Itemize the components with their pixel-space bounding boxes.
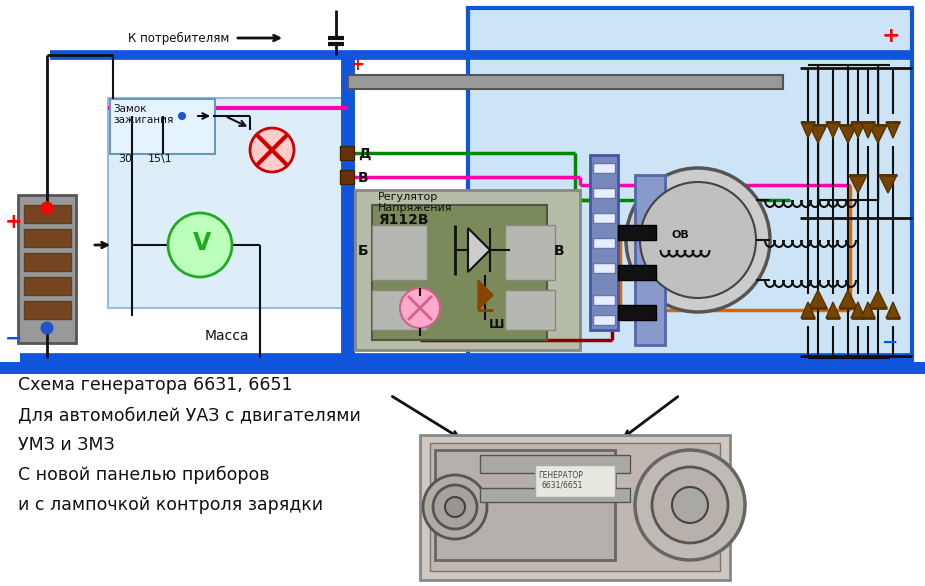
Polygon shape	[839, 290, 857, 308]
Bar	[372, 290, 427, 330]
Circle shape	[42, 322, 53, 333]
Text: +: +	[350, 56, 364, 74]
Bar	[593, 163, 615, 173]
Polygon shape	[468, 228, 490, 272]
Bar	[593, 263, 615, 273]
Text: +: +	[5, 212, 22, 232]
Bar	[24, 229, 71, 247]
Bar	[435, 450, 615, 560]
Polygon shape	[826, 122, 840, 138]
Text: Схема генератора 6631, 6651: Схема генератора 6631, 6651	[18, 376, 292, 394]
Bar	[593, 295, 615, 305]
Bar	[505, 225, 555, 280]
Circle shape	[433, 485, 477, 529]
Bar	[18, 195, 76, 343]
Bar	[430, 443, 720, 571]
Text: ОВ: ОВ	[672, 230, 690, 240]
Bar	[618, 305, 656, 320]
Text: −: −	[882, 333, 898, 352]
Polygon shape	[861, 122, 875, 138]
Circle shape	[652, 467, 728, 543]
Bar	[372, 205, 547, 340]
Bar	[593, 213, 615, 223]
Text: К потребителям: К потребителям	[128, 32, 229, 45]
Polygon shape	[886, 122, 900, 138]
Bar	[535, 465, 615, 497]
Polygon shape	[886, 302, 900, 318]
Text: ГЕНЕРАТОР: ГЕНЕРАТОР	[538, 471, 583, 480]
Polygon shape	[839, 125, 857, 143]
Polygon shape	[851, 302, 865, 318]
Text: Я112В: Я112В	[378, 213, 428, 227]
Bar	[24, 205, 71, 223]
Text: Б: Б	[358, 244, 369, 258]
Circle shape	[179, 113, 185, 119]
Polygon shape	[809, 125, 827, 143]
Circle shape	[423, 475, 487, 539]
Bar	[590, 155, 618, 330]
Circle shape	[168, 213, 232, 277]
Text: V: V	[193, 231, 211, 255]
Polygon shape	[801, 302, 815, 318]
Text: 6631/6651: 6631/6651	[542, 481, 584, 490]
Text: Д: Д	[358, 147, 371, 161]
Bar	[480, 488, 630, 502]
Polygon shape	[869, 290, 887, 308]
Text: 30: 30	[118, 154, 132, 164]
Bar	[340, 170, 354, 184]
Text: Напряжения: Напряжения	[378, 203, 452, 213]
Bar	[372, 225, 427, 280]
Text: Масса: Масса	[205, 329, 250, 343]
Bar	[0, 362, 925, 374]
Bar	[355, 190, 580, 350]
Bar	[593, 238, 615, 248]
Text: +: +	[882, 26, 901, 46]
Polygon shape	[478, 280, 493, 310]
Bar	[348, 75, 783, 89]
Circle shape	[445, 497, 465, 517]
Text: −: −	[5, 329, 22, 349]
Bar	[635, 175, 665, 345]
Text: В: В	[358, 171, 369, 185]
Text: Замок: Замок	[113, 104, 146, 114]
Bar	[468, 8, 912, 364]
Polygon shape	[851, 122, 865, 138]
Circle shape	[626, 168, 770, 312]
Circle shape	[640, 182, 756, 298]
Text: Ш: Ш	[489, 318, 504, 331]
Bar	[618, 265, 656, 280]
Polygon shape	[861, 302, 875, 318]
Bar	[593, 188, 615, 198]
Polygon shape	[801, 122, 815, 138]
Text: УМЗ и ЗМЗ: УМЗ и ЗМЗ	[18, 436, 115, 454]
Text: Регулятор: Регулятор	[378, 192, 438, 202]
Bar	[618, 225, 656, 240]
Text: Для автомобилей УАЗ с двигателями: Для автомобилей УАЗ с двигателями	[18, 406, 361, 424]
Bar	[24, 253, 71, 271]
Polygon shape	[869, 125, 887, 143]
Circle shape	[400, 288, 440, 328]
Text: зажигания: зажигания	[113, 115, 173, 125]
Bar	[24, 301, 71, 319]
Bar	[420, 435, 730, 580]
Text: В: В	[554, 244, 564, 258]
Bar	[24, 277, 71, 295]
Bar	[110, 99, 215, 154]
Circle shape	[250, 128, 294, 172]
Polygon shape	[849, 175, 867, 193]
Bar	[593, 315, 615, 325]
Circle shape	[635, 450, 745, 560]
Circle shape	[672, 487, 708, 523]
Circle shape	[42, 203, 53, 213]
Polygon shape	[826, 302, 840, 318]
Bar	[505, 290, 555, 330]
Bar	[108, 98, 348, 308]
Text: и с лампочкой контроля зарядки: и с лампочкой контроля зарядки	[18, 496, 323, 514]
Polygon shape	[879, 175, 897, 193]
Bar	[480, 455, 630, 473]
Text: 15\1: 15\1	[148, 154, 173, 164]
Text: С новой панелью приборов: С новой панелью приборов	[18, 466, 269, 484]
Bar	[340, 146, 354, 160]
Polygon shape	[809, 290, 827, 308]
